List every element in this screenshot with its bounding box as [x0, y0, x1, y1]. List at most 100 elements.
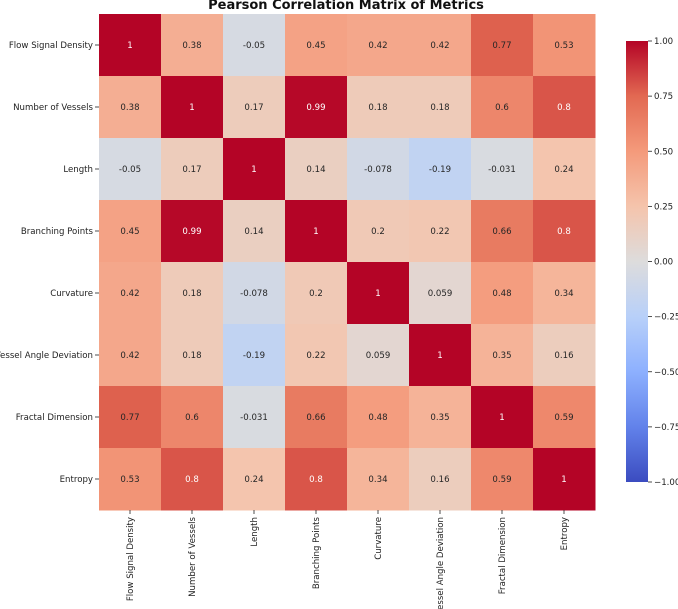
cell-value-label: 0.18	[182, 351, 201, 361]
colorbar-tick-label: 0.25	[654, 202, 673, 212]
cell-value-label: 0.14	[306, 165, 325, 175]
x-tick-label: Vessel Angle Deviation	[436, 517, 446, 609]
heatmap-cell	[347, 448, 410, 511]
heatmap-cell	[347, 324, 410, 387]
x-tick-label: Branching Points	[312, 516, 322, 589]
heatmap-cell	[285, 14, 348, 77]
cell-value-label: 1	[189, 103, 194, 113]
y-axis-labels: Flow Signal Density Number of Vessels Leng…	[0, 41, 99, 485]
x-tick-label: Number of Vessels	[188, 516, 198, 596]
heatmap-cell	[347, 262, 410, 325]
cell-value-label: -0.078	[240, 289, 268, 299]
cell-value-label: 0.059	[428, 289, 453, 299]
cell-value-label: -0.078	[364, 165, 392, 175]
cell-value-label: 0.42	[120, 289, 139, 299]
colorbar-tick-label: −0.75	[654, 423, 678, 433]
heatmap-cell	[471, 324, 534, 387]
heatmap-cell	[533, 76, 596, 139]
cell-value-label: 0.99	[182, 227, 201, 237]
y-tick-label: Flow Signal Density	[9, 41, 93, 51]
y-tick-label: Branching Points	[21, 227, 94, 237]
cell-value-label: -0.19	[243, 351, 265, 361]
cell-value-label: 0.53	[554, 41, 573, 51]
cell-value-label: 0.99	[306, 103, 325, 113]
cell-value-label: 0.38	[182, 41, 201, 51]
cell-value-label: 0.17	[182, 165, 201, 175]
cell-value-label: 0.35	[492, 351, 511, 361]
heatmap-cell	[409, 200, 472, 263]
cell-value-label: 0.8	[185, 475, 199, 485]
colorbar-tick-label: −0.25	[654, 313, 678, 323]
cell-value-label: 0.77	[492, 41, 511, 51]
cell-value-label: 0.18	[368, 103, 387, 113]
cell-value-label: -0.031	[488, 165, 516, 175]
heatmap-cell	[223, 448, 286, 511]
cell-value-label: 0.59	[492, 475, 511, 485]
cell-value-label: 1	[375, 289, 380, 299]
cell-value-label: 0.22	[306, 351, 325, 361]
y-tick-label: Entropy	[60, 475, 93, 485]
cell-value-label: 0.42	[120, 351, 139, 361]
colorbar-tick-label: 0.50	[654, 147, 673, 157]
heatmap-cell	[471, 138, 534, 201]
heatmap-cell	[223, 386, 286, 449]
heatmap-cell	[471, 262, 534, 325]
heatmap-cell	[99, 200, 162, 263]
heatmap-cell	[533, 200, 596, 263]
cell-value-label: 0.66	[306, 413, 325, 423]
heatmap-cell	[533, 386, 596, 449]
cell-value-label: -0.05	[243, 41, 265, 51]
heatmap-cell	[471, 448, 534, 511]
heatmap-cell	[533, 448, 596, 511]
colorbar-tick-label: 0.00	[654, 258, 673, 268]
heatmap-cell	[161, 14, 224, 77]
heatmap-cell	[285, 262, 348, 325]
heatmap-cell	[471, 200, 534, 263]
heatmap-cell	[223, 76, 286, 139]
y-tick-label: Fractal Dimension	[16, 413, 93, 423]
cell-value-label: 0.42	[430, 41, 449, 51]
cell-value-label: 0.18	[430, 103, 449, 113]
cell-value-label: 0.16	[554, 351, 573, 361]
x-tick-label: Curvature	[374, 517, 384, 560]
cell-value-label: 1	[313, 227, 318, 237]
cell-value-label: -0.05	[119, 165, 141, 175]
cell-value-label: 0.53	[120, 475, 139, 485]
cell-value-label: 0.34	[554, 289, 573, 299]
heatmap-cell	[223, 138, 286, 201]
heatmap-cell	[99, 138, 162, 201]
heatmap-cell	[471, 14, 534, 77]
cell-value-label: 0.059	[366, 351, 391, 361]
heatmap-cell	[161, 76, 224, 139]
cell-value-label: 0.45	[306, 41, 325, 51]
cell-value-label: 0.16	[430, 475, 449, 485]
heatmap-cell	[223, 262, 286, 325]
cell-value-label: 0.2	[309, 289, 323, 299]
cell-value-label: 1	[437, 351, 442, 361]
y-tick-label: Vessel Angle Deviation	[0, 351, 93, 361]
cell-value-label: 0.48	[368, 413, 387, 423]
heatmap-cell	[99, 14, 162, 77]
cell-value-label: 0.17	[244, 103, 263, 113]
cell-value-label: 0.8	[309, 475, 323, 485]
cell-value-label: 0.66	[492, 227, 511, 237]
heatmap-cell	[409, 76, 472, 139]
heatmap-cell	[161, 324, 224, 387]
colorbar	[626, 41, 648, 482]
heatmap-cell	[223, 200, 286, 263]
heatmap-cell	[409, 324, 472, 387]
heatmap-cell	[533, 262, 596, 325]
heatmap-cell	[347, 138, 410, 201]
heatmap-cell	[347, 76, 410, 139]
cell-value-label: 0.45	[120, 227, 139, 237]
colorbar-tick-label: 1.00	[654, 37, 673, 47]
heatmap-cells: 1 0.38 -0.05 0.45 0.42 0.42 0.77 0.53 0.38 1 0.17 0…	[99, 14, 596, 511]
cell-value-label: 0.38	[120, 103, 139, 113]
heatmap-cell	[347, 14, 410, 77]
colorbar-ticks: 1.00 0.75 0.50 0.25 0.00 −0.25 −0.50 −0.75 −1.00	[648, 37, 678, 488]
heatmap-cell	[285, 76, 348, 139]
cell-value-label: 0.2	[371, 227, 385, 237]
cell-value-label: 0.35	[430, 413, 449, 423]
colorbar-tick-label: 0.75	[654, 92, 673, 102]
